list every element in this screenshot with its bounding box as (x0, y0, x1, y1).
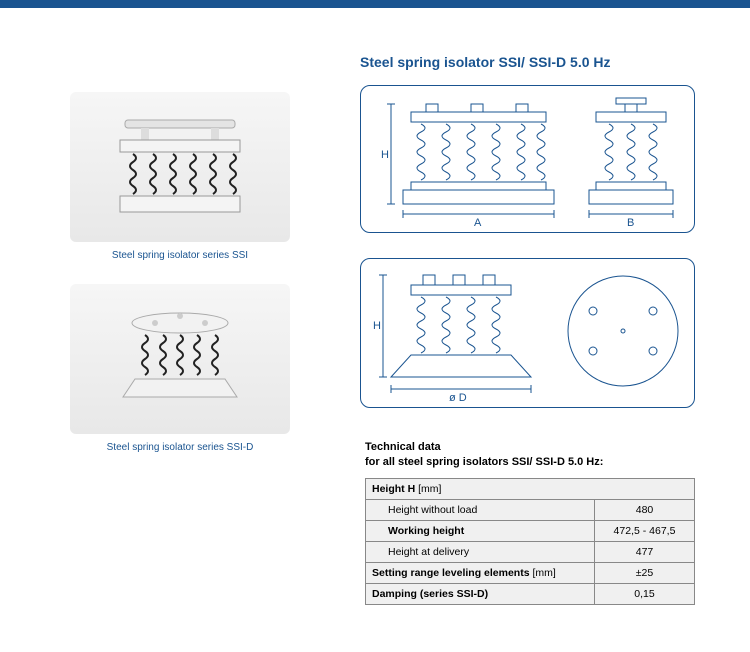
technical-diagram-rect: H A B (360, 85, 695, 233)
svg-text:ø D: ø D (449, 392, 467, 404)
header-bar (0, 0, 750, 8)
tech-data-heading: Technical data for all steel spring isol… (365, 440, 603, 470)
product-caption-ssid: Steel spring isolator series SSI-D (70, 442, 290, 453)
tech-data-title-2: for all steel spring isolators SSI/ SSI-… (365, 456, 603, 468)
product-photo-ssid-svg (105, 299, 255, 419)
svg-text:H: H (373, 320, 381, 332)
technical-diagram-round: H ø D (360, 258, 695, 408)
table-row: Height at delivery 477 (366, 542, 695, 563)
product-caption-ssi: Steel spring isolator series SSI (70, 250, 290, 261)
product-photo-ssi (70, 92, 290, 242)
table-row: Working height 472,5 - 467,5 (366, 521, 695, 542)
product-photo-ssid (70, 284, 290, 434)
product-photo-ssi-svg (105, 112, 255, 222)
table-row: Height H [mm] (366, 479, 695, 500)
svg-text:A: A (474, 217, 482, 229)
page-title: Steel spring isolator SSI/ SSI-D 5.0 Hz (360, 54, 611, 70)
tech-data-title-1: Technical data (365, 441, 441, 453)
svg-text:H: H (381, 149, 389, 161)
table-row: Setting range leveling elements [mm] ±25 (366, 563, 695, 584)
tech-data-table: Height H [mm] Height without load 480 Wo… (365, 478, 695, 605)
table-row: Height without load 480 (366, 500, 695, 521)
svg-text:B: B (627, 217, 634, 229)
table-row: Damping (series SSI-D) 0,15 (366, 584, 695, 605)
